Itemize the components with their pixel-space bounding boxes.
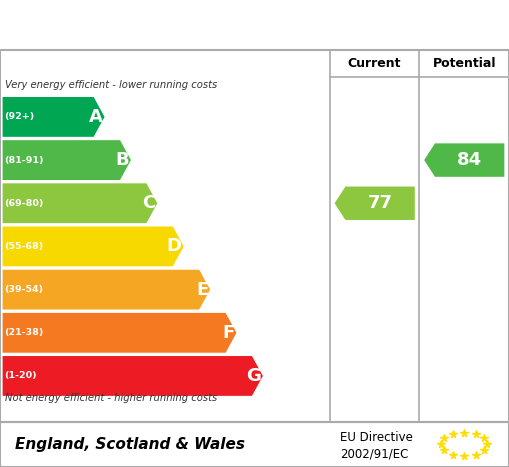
Text: C: C <box>142 194 155 212</box>
Text: England, Scotland & Wales: England, Scotland & Wales <box>15 437 245 452</box>
Text: 2002/91/EC: 2002/91/EC <box>340 448 408 461</box>
Text: E: E <box>196 281 208 298</box>
Text: Not energy efficient - higher running costs: Not energy efficient - higher running co… <box>5 393 217 403</box>
Text: (92+): (92+) <box>4 113 34 121</box>
Polygon shape <box>2 355 264 396</box>
Text: EU Directive: EU Directive <box>340 431 413 444</box>
Text: (69-80): (69-80) <box>4 199 43 208</box>
Text: (21-38): (21-38) <box>4 328 43 337</box>
Polygon shape <box>423 143 505 177</box>
Text: Current: Current <box>348 57 402 70</box>
Text: (55-68): (55-68) <box>4 242 43 251</box>
Text: F: F <box>222 324 235 342</box>
Text: (81-91): (81-91) <box>4 156 44 164</box>
Polygon shape <box>2 226 184 267</box>
Polygon shape <box>334 186 415 220</box>
Polygon shape <box>2 96 105 137</box>
Polygon shape <box>2 183 158 224</box>
Text: Potential: Potential <box>433 57 496 70</box>
Text: D: D <box>167 237 182 255</box>
Text: (1-20): (1-20) <box>4 371 37 381</box>
Text: Energy Efficiency Rating: Energy Efficiency Rating <box>15 13 341 37</box>
Text: 84: 84 <box>457 151 483 169</box>
Polygon shape <box>2 140 132 181</box>
Text: A: A <box>89 108 103 126</box>
Text: 77: 77 <box>367 194 393 212</box>
Text: G: G <box>246 367 261 385</box>
Text: B: B <box>116 151 129 169</box>
Text: Very energy efficient - lower running costs: Very energy efficient - lower running co… <box>5 80 217 90</box>
Text: (39-54): (39-54) <box>4 285 43 294</box>
Polygon shape <box>2 269 211 310</box>
Polygon shape <box>2 312 237 353</box>
